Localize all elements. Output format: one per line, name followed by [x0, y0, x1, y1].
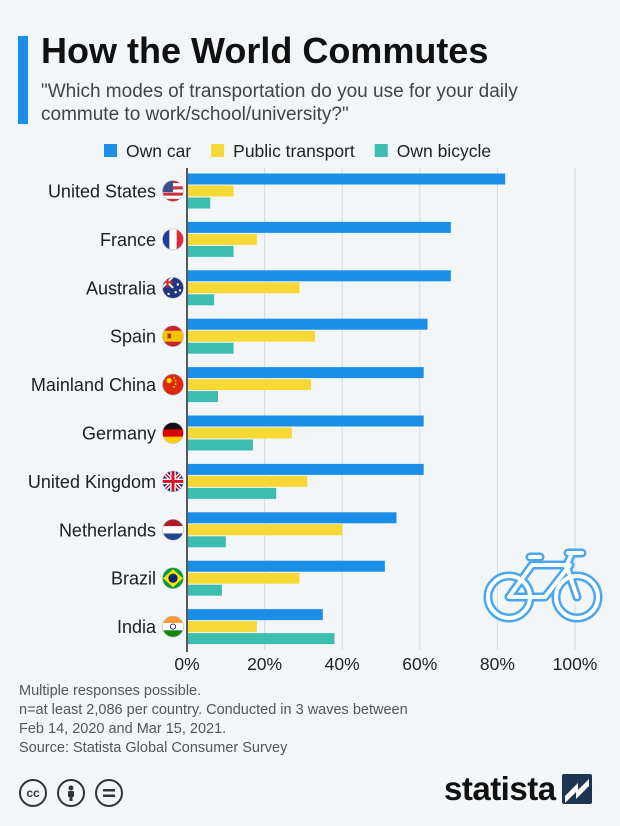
bar-own-car [188, 609, 323, 621]
bar-public-transport [188, 572, 300, 584]
australia-flag-icon [162, 277, 184, 299]
category-label: France [100, 230, 156, 250]
page-subtitle: "Which modes of transportation do you us… [41, 81, 518, 125]
x-axis-ticks: 0% 20% 40% 60% 80% 100% [174, 654, 597, 674]
footnote-line: Multiple responses possible. [19, 683, 202, 699]
bar-own-car [188, 367, 424, 379]
brazil-flag-icon [162, 567, 184, 589]
legend-swatch [104, 144, 117, 157]
india-flag-icon [162, 616, 184, 638]
bar-own-bicycle [188, 536, 226, 548]
legend: Own car Public transport Own bicycle [104, 141, 491, 161]
category-label: United States [48, 182, 156, 202]
bar-public-transport [188, 282, 300, 294]
source-note: Source: Statista Global Consumer Survey [19, 740, 288, 756]
footnote-line: Feb 14, 2020 and Mar 15, 2021. [19, 721, 227, 737]
bar-own-car [188, 463, 424, 475]
legend-label: Own bicycle [397, 141, 491, 161]
accent-bar [18, 36, 28, 124]
bar-own-car [188, 415, 424, 427]
bar-public-transport [188, 233, 257, 245]
legend-swatch [374, 144, 388, 157]
category-label: Netherlands [59, 520, 156, 540]
no-derivatives-icon[interactable] [95, 779, 123, 807]
page-title: How the World Commutes [41, 30, 489, 71]
category-label: Australia [86, 278, 157, 298]
footnotes: Multiple responses possible. n=at least … [19, 682, 469, 739]
x-tick-label: 0% [174, 654, 199, 674]
us-flag-icon [162, 180, 184, 202]
bicycle-icon [483, 548, 603, 623]
brand-wordmark: statista [444, 770, 556, 807]
bar-own-bicycle [188, 342, 234, 354]
bar-public-transport [188, 524, 343, 536]
category-label: India [117, 617, 157, 637]
attribution-icon[interactable] [57, 779, 85, 807]
bar-public-transport [188, 621, 257, 633]
bar-own-car [188, 270, 451, 282]
category-label: Mainland China [31, 375, 157, 395]
germany-flag-icon [162, 422, 184, 444]
bar-public-transport [188, 379, 312, 391]
legend-swatch [211, 144, 225, 157]
category-label: Spain [110, 327, 156, 347]
bar-own-bicycle [188, 439, 253, 451]
x-tick-label: 20% [247, 654, 282, 674]
bar-own-car [188, 512, 397, 524]
bar-own-bicycle [188, 391, 219, 403]
flags [162, 180, 184, 638]
x-tick-label: 80% [480, 654, 515, 674]
bar-own-bicycle [188, 294, 215, 306]
bar-own-car [188, 221, 451, 233]
bar-public-transport [188, 185, 234, 197]
category-labels: United States France Australia Spain Mainlan… [28, 182, 157, 638]
uk-flag-icon [162, 470, 184, 492]
bar-public-transport [188, 475, 308, 487]
legend-label: Own car [126, 141, 191, 161]
category-label: United Kingdom [28, 472, 156, 492]
spain-flag-icon [162, 325, 184, 347]
x-tick-label: 100% [553, 654, 598, 674]
netherlands-flag-icon [162, 519, 184, 541]
cc-icon[interactable]: cc [19, 779, 47, 807]
category-label: Brazil [111, 569, 156, 589]
france-flag-icon [162, 228, 184, 250]
china-flag-icon [162, 374, 184, 396]
x-tick-label: 40% [325, 654, 360, 674]
statista-mark-icon [561, 774, 592, 804]
bars [188, 173, 506, 645]
category-label: Germany [82, 424, 156, 444]
bar-own-bicycle [188, 245, 234, 257]
bar-public-transport [188, 330, 316, 342]
legend-label: Public transport [233, 141, 355, 161]
statista-logo[interactable]: statista [444, 770, 592, 808]
bar-own-bicycle [188, 197, 211, 209]
bar-own-car [188, 173, 506, 185]
x-tick-label: 60% [402, 654, 437, 674]
bar-own-bicycle [188, 584, 222, 596]
bar-own-bicycle [188, 487, 277, 499]
bar-own-car [188, 318, 428, 330]
footnote-line: n=at least 2,086 per country. Conducted … [19, 702, 408, 718]
bar-own-bicycle [188, 633, 335, 645]
bar-own-car [188, 560, 385, 572]
bar-public-transport [188, 427, 292, 439]
